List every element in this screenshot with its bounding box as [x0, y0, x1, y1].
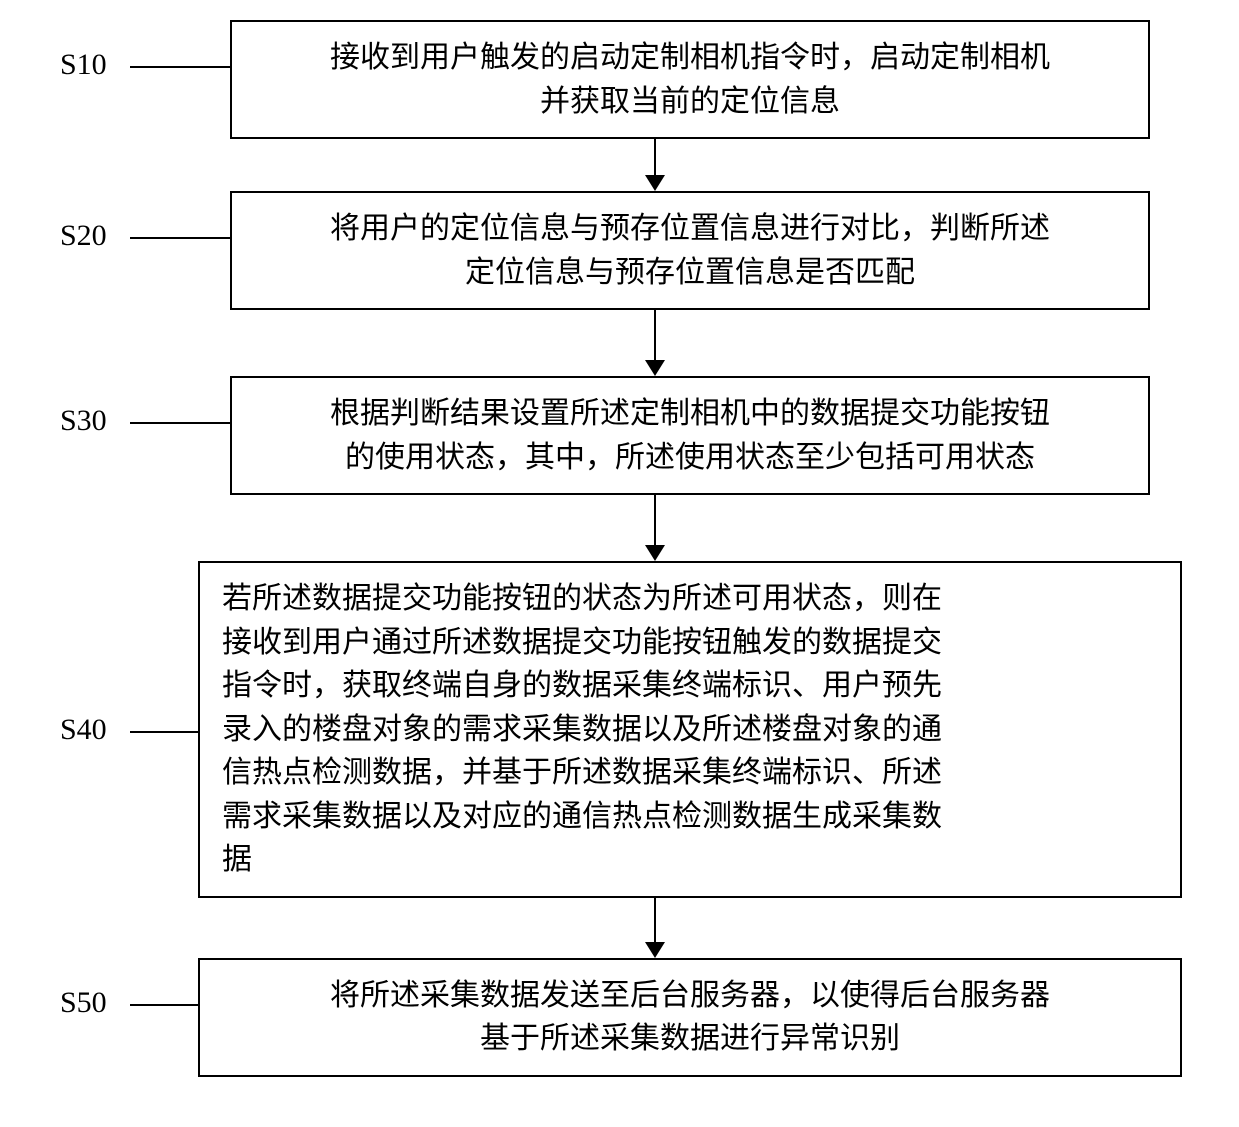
connector-line	[130, 66, 230, 68]
step-label-s20: S20	[60, 219, 107, 253]
step-text-line: 若所述数据提交功能按钮的状态为所述可用状态，则在	[222, 577, 1158, 621]
step-text-line: 接收到用户通过所述数据提交功能按钮触发的数据提交	[222, 621, 1158, 665]
connector-line	[130, 422, 230, 424]
arrow-down-icon	[645, 495, 665, 561]
step-box-s40: 若所述数据提交功能按钮的状态为所述可用状态，则在接收到用户通过所述数据提交功能按…	[198, 561, 1182, 898]
step-text-line: 信热点检测数据，并基于所述数据采集终端标识、所述	[222, 751, 1158, 795]
step-text-line: 需求采集数据以及对应的通信热点检测数据生成采集数	[222, 795, 1158, 839]
step-text-line: 录入的楼盘对象的需求采集数据以及所述楼盘对象的通	[222, 708, 1158, 752]
arrow-down-icon	[645, 310, 665, 376]
step-row-s10: S10 接收到用户触发的启动定制相机指令时，启动定制相机并获取当前的定位信息	[20, 20, 1219, 139]
step-text-line: 根据判断结果设置所述定制相机中的数据提交功能按钮	[254, 392, 1126, 436]
step-row-s30: S30 根据判断结果设置所述定制相机中的数据提交功能按钮的使用状态，其中，所述使用…	[20, 376, 1219, 495]
step-box-s30: 根据判断结果设置所述定制相机中的数据提交功能按钮的使用状态，其中，所述使用状态至…	[230, 376, 1150, 495]
step-text-line: 指令时，获取终端自身的数据采集终端标识、用户预先	[222, 664, 1158, 708]
arrow-down-icon	[645, 898, 665, 958]
step-text-line: 基于所述采集数据进行异常识别	[222, 1017, 1158, 1061]
step-text-line: 据	[222, 838, 1158, 882]
step-text-line: 将所述采集数据发送至后台服务器，以使得后台服务器	[222, 974, 1158, 1018]
step-box-s10: 接收到用户触发的启动定制相机指令时，启动定制相机并获取当前的定位信息	[230, 20, 1150, 139]
arrow-down-icon	[645, 139, 665, 191]
step-row-s40: S40 若所述数据提交功能按钮的状态为所述可用状态，则在接收到用户通过所述数据提交…	[20, 561, 1219, 898]
step-text-line: 接收到用户触发的启动定制相机指令时，启动定制相机	[254, 36, 1126, 80]
flowchart-container: S10 接收到用户触发的启动定制相机指令时，启动定制相机并获取当前的定位信息 S20…	[20, 20, 1219, 1077]
step-row-s50: S50 将所述采集数据发送至后台服务器，以使得后台服务器基于所述采集数据进行异常识…	[20, 958, 1219, 1077]
step-text-line: 的使用状态，其中，所述使用状态至少包括可用状态	[254, 436, 1126, 480]
step-box-s50: 将所述采集数据发送至后台服务器，以使得后台服务器基于所述采集数据进行异常识别	[198, 958, 1182, 1077]
step-label-s40: S40	[60, 713, 107, 747]
step-text-line: 定位信息与预存位置信息是否匹配	[254, 251, 1126, 295]
connector-line	[130, 1004, 198, 1006]
step-label-s50: S50	[60, 986, 107, 1020]
step-label-s10: S10	[60, 48, 107, 82]
connector-line	[130, 731, 198, 733]
step-row-s20: S20 将用户的定位信息与预存位置信息进行对比，判断所述定位信息与预存位置信息是否…	[20, 191, 1219, 310]
step-box-s20: 将用户的定位信息与预存位置信息进行对比，判断所述定位信息与预存位置信息是否匹配	[230, 191, 1150, 310]
step-text-line: 并获取当前的定位信息	[254, 80, 1126, 124]
step-text-line: 将用户的定位信息与预存位置信息进行对比，判断所述	[254, 207, 1126, 251]
connector-line	[130, 237, 230, 239]
step-label-s30: S30	[60, 404, 107, 438]
